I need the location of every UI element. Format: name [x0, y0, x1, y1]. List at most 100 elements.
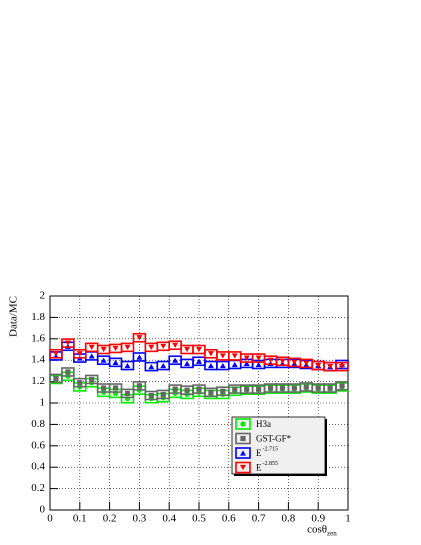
error-box: [84, 374, 99, 385]
marker: [53, 375, 59, 381]
marker: [172, 357, 179, 363]
x-tick-label: 0.3: [133, 513, 147, 525]
legend-box: [235, 418, 251, 430]
y-tick-label: 1.8: [31, 311, 45, 323]
marker: [89, 376, 95, 383]
x-axis-label: cosθ: [307, 524, 327, 536]
marker: [279, 358, 286, 364]
legend-box: [235, 432, 251, 445]
marker: [279, 385, 286, 391]
marker: [196, 386, 202, 392]
marker: [231, 353, 238, 359]
y-tick-label: 0.8: [31, 418, 45, 430]
marker: [208, 389, 214, 395]
marker: [64, 340, 71, 346]
marker: [52, 351, 59, 357]
marker: [267, 385, 274, 391]
marker: [100, 346, 107, 353]
marker: [207, 362, 214, 369]
marker: [240, 464, 246, 471]
legend-superscript: -2.855: [263, 461, 279, 467]
marker: [76, 351, 83, 357]
marker: [112, 385, 119, 391]
error-box: [132, 381, 147, 391]
marker: [256, 386, 262, 392]
x-tick-label: 0.1: [73, 513, 87, 525]
x-tick-label: 1: [345, 513, 351, 525]
y-tick-label: 2: [40, 290, 46, 302]
x-tick-label: 0.8: [282, 513, 296, 525]
marker: [339, 383, 345, 389]
marker: [148, 392, 154, 399]
legend-superscript: -2.715: [263, 446, 279, 452]
x-tick-label: 0.9: [311, 513, 325, 525]
legend-box: [235, 447, 251, 459]
x-tick-label: 0.6: [222, 513, 236, 525]
x-axis-label-subscript: zen: [327, 530, 337, 538]
marker: [232, 386, 238, 392]
error-box: [156, 389, 170, 400]
error-box: [120, 360, 135, 371]
error-box: [156, 360, 170, 371]
legend-label: E: [256, 463, 262, 473]
x-tick-label: 0.5: [192, 513, 206, 525]
y-axis-label: Data/MC: [8, 296, 20, 337]
marker: [231, 361, 238, 368]
marker: [291, 359, 298, 365]
marker: [196, 358, 202, 364]
marker: [184, 387, 190, 393]
marker: [243, 360, 250, 367]
marker: [219, 362, 226, 369]
error-box: [132, 352, 147, 362]
marker: [196, 346, 202, 353]
error-box: [61, 367, 75, 377]
marker: [240, 450, 246, 456]
marker: [243, 355, 250, 361]
error-box: [120, 388, 135, 399]
marker: [172, 342, 179, 348]
marker: [160, 343, 167, 349]
legend: [231, 416, 326, 475]
marker: [291, 385, 297, 391]
error-box: [335, 381, 349, 391]
y-tick-label: 1: [40, 397, 46, 409]
marker: [303, 384, 309, 390]
marker: [124, 390, 131, 396]
marker: [207, 351, 214, 357]
y-tick-label: 0.6: [31, 439, 45, 451]
marker: [148, 364, 155, 370]
marker: [88, 353, 95, 359]
marker: [136, 335, 143, 341]
y-tick-label: 1.2: [31, 375, 45, 387]
marker: [220, 388, 226, 394]
marker: [124, 362, 131, 369]
marker: [160, 391, 166, 398]
marker: [136, 354, 143, 360]
marker: [77, 380, 83, 386]
error-box: [120, 342, 135, 353]
marker: [112, 345, 119, 352]
marker: [244, 386, 250, 392]
marker: [327, 385, 333, 391]
error-box: [49, 373, 63, 384]
marker: [315, 362, 322, 369]
marker: [255, 355, 262, 361]
y-tick-label: 0: [40, 504, 46, 516]
marker: [184, 360, 191, 367]
marker: [101, 385, 107, 391]
error-box: [61, 338, 75, 348]
marker: [136, 383, 142, 389]
marker: [172, 386, 178, 392]
y-tick-label: 0.4: [31, 461, 45, 473]
marker: [327, 364, 334, 370]
y-tick-label: 0.2: [31, 482, 45, 494]
x-tick-label: 0.4: [162, 513, 176, 525]
marker: [124, 344, 131, 350]
marker: [100, 357, 107, 363]
legend-label: GST-GF*: [256, 434, 292, 444]
legend-label: H3a: [256, 419, 271, 429]
error-box: [73, 348, 87, 359]
marker: [339, 364, 346, 370]
y-tick-label: 1.4: [31, 354, 45, 366]
